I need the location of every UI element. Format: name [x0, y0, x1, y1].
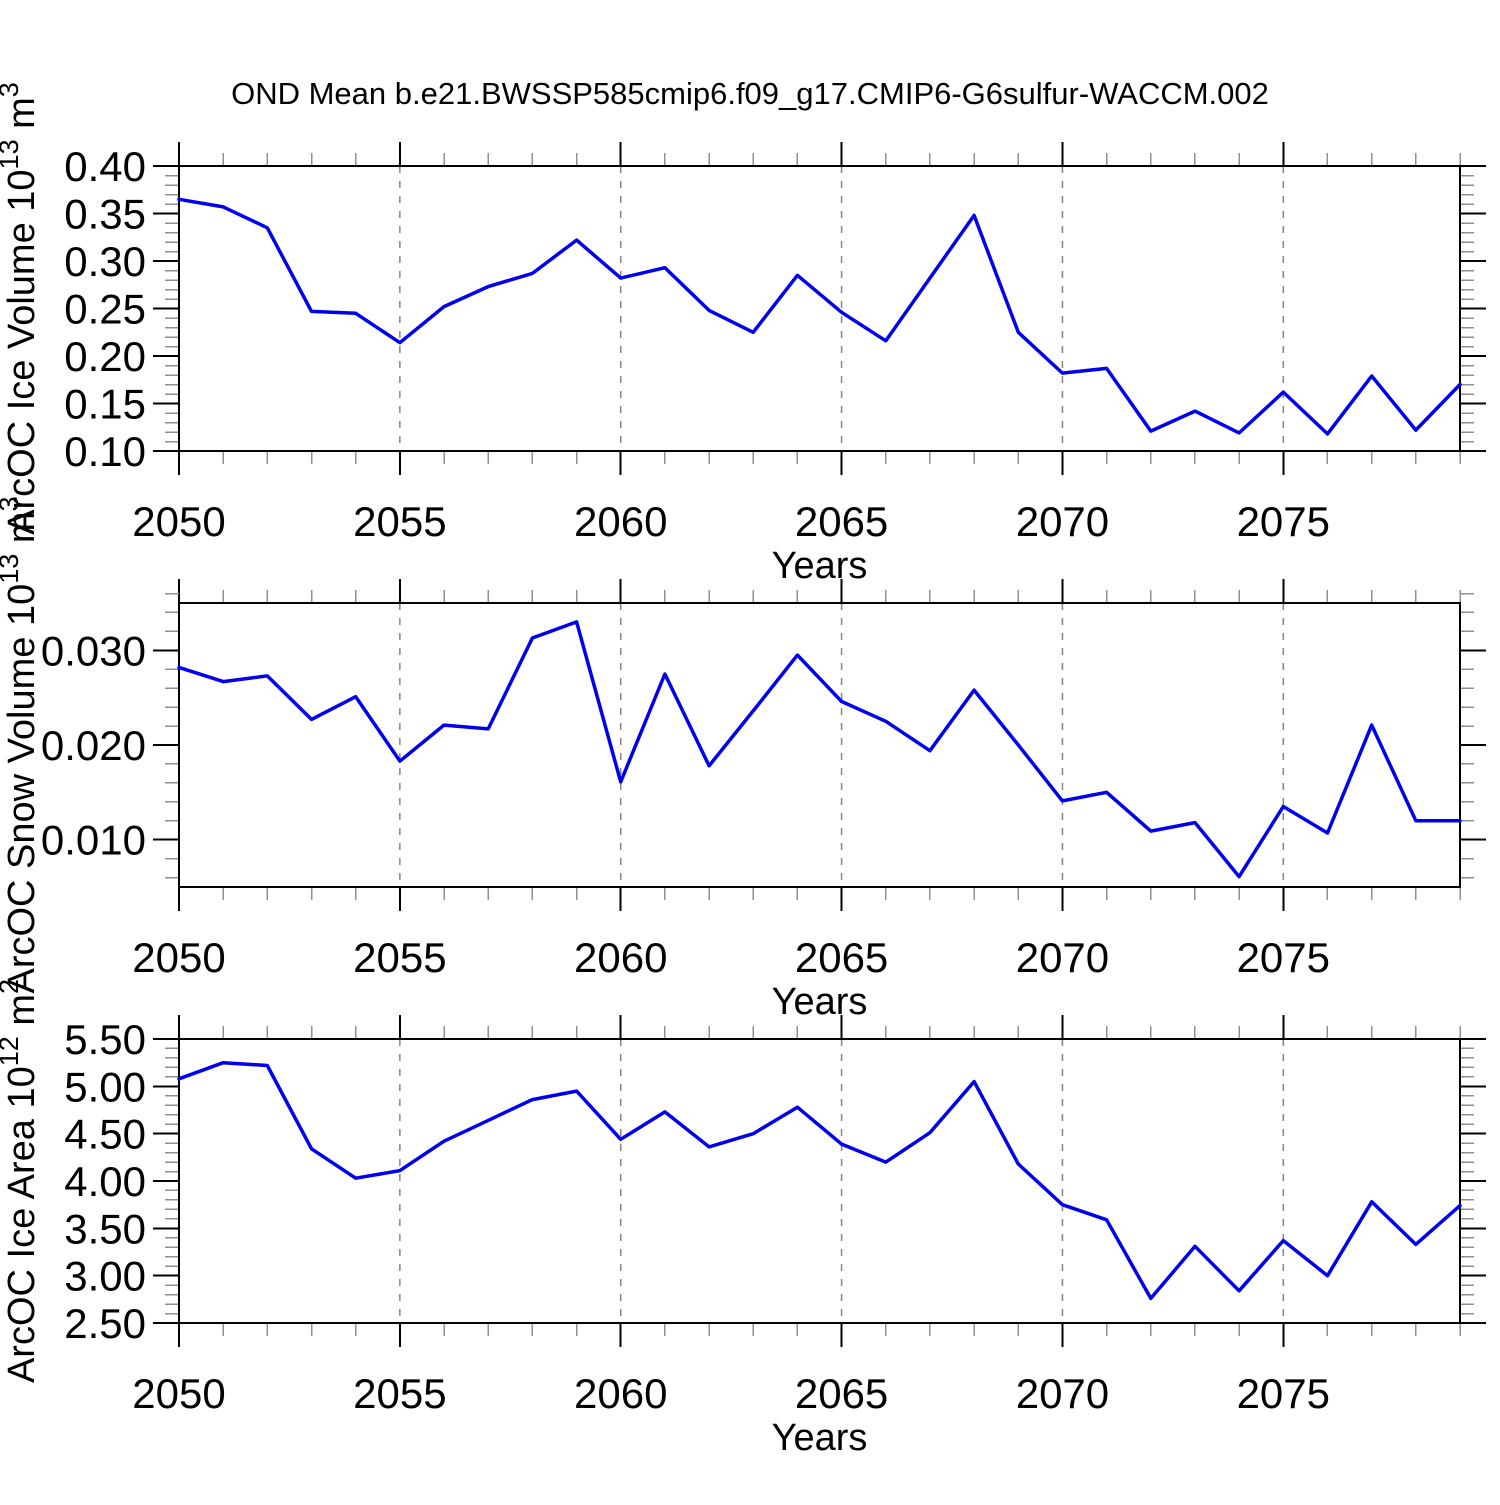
x-tick-label: 2070: [1016, 498, 1109, 545]
y-tick-label: 5.00: [64, 1063, 146, 1110]
y-axis-title: ArcOC Ice Area 1012 m2: [0, 979, 43, 1383]
y-tick-label: 0.020: [41, 722, 146, 769]
x-tick-label: 2055: [353, 1370, 446, 1417]
x-axis-title: Years: [772, 545, 868, 587]
x-tick-label: 2075: [1237, 934, 1330, 981]
panel-arcoc-ice-volume: 0.400.350.300.250.200.150.10 2050 2055 2060…: [0, 82, 1486, 587]
x-tick-label: 2050: [132, 498, 225, 545]
x-tick-label: 2060: [574, 498, 667, 545]
y-tick-label: 3.50: [64, 1205, 146, 1252]
data-line-arcoc-snow-volume: [177, 620, 1462, 879]
plot-frame: [178, 602, 1461, 888]
x-tick-label: 2050: [132, 1370, 225, 1417]
y-tick-label: 5.50: [64, 1016, 146, 1063]
chart-title: OND Mean b.e21.BWSSP585cmip6.f09_g17.CMI…: [231, 76, 1269, 111]
y-tick-label: 0.40: [64, 143, 146, 190]
y-axis-title: ArcOC Ice Volume 1013 m3: [0, 82, 43, 535]
x-tick-label: 2075: [1237, 498, 1330, 545]
y-tick-label: 4.00: [64, 1158, 146, 1205]
panel-arcoc-snow-volume: 0.030 0.020 0.010 2050 2055 2060 2065 2070 2075 Y…: [0, 496, 1486, 1023]
y-tick-label: 0.25: [64, 286, 146, 333]
data-line-arcoc-ice-volume: [177, 197, 1462, 436]
x-tick-label: 2070: [1016, 934, 1109, 981]
x-tick-label: 2075: [1237, 1370, 1330, 1417]
x-axis-title: Years: [772, 1417, 868, 1459]
panel-arcoc-ice-area: 5.505.004.504.003.503.002.50 2050 2055 2060…: [0, 979, 1486, 1459]
y-tick-label: 0.030: [41, 627, 146, 674]
x-tick-label: 2060: [574, 1370, 667, 1417]
y-tick-label: 2.50: [64, 1300, 146, 1347]
plot-frame: [178, 165, 1461, 452]
x-tick-label: 2065: [795, 498, 888, 545]
y-tick-label: 0.10: [64, 428, 146, 475]
data-line-arcoc-ice-area: [177, 1060, 1462, 1301]
y-tick-label: 3.00: [64, 1253, 146, 1300]
plot-frame: [178, 1038, 1461, 1324]
x-tick-label: 2070: [1016, 1370, 1109, 1417]
x-tick-label: 2060: [574, 934, 667, 981]
y-tick-label: 0.010: [41, 817, 146, 864]
y-tick-label: 4.50: [64, 1111, 146, 1158]
y-axis-title: ArcOC Snow Volume 1013 m3: [0, 496, 43, 993]
x-axis-title: Years: [772, 981, 868, 1023]
x-tick-label: 2055: [353, 498, 446, 545]
x-tick-label: 2050: [132, 934, 225, 981]
y-tick-label: 0.35: [64, 191, 146, 238]
x-tick-label: 2065: [795, 1370, 888, 1417]
x-tick-label: 2065: [795, 934, 888, 981]
y-tick-label: 0.15: [64, 381, 146, 428]
y-tick-label: 0.30: [64, 238, 146, 285]
x-tick-label: 2055: [353, 934, 446, 981]
y-tick-label: 0.20: [64, 333, 146, 380]
